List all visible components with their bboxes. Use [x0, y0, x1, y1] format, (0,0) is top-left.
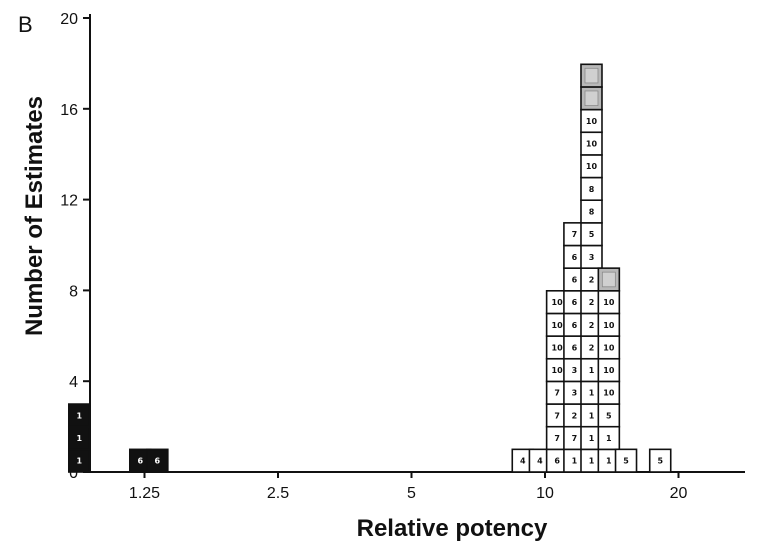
x-tick-label: 20 [670, 485, 688, 502]
histogram-cell-label: 1 [77, 457, 83, 466]
histogram-cell-label: 8 [589, 208, 595, 217]
y-tick-label: 8 [69, 283, 78, 300]
histogram-cell-label: 7 [554, 389, 560, 398]
histogram-cell-label: 10 [603, 321, 615, 330]
y-tick-label: 20 [60, 11, 78, 28]
histogram-cell-label: 10 [603, 343, 615, 352]
histogram-cell-label: 7 [554, 434, 560, 443]
histogram-cell [67, 403, 91, 428]
histogram-cell-label: 5 [606, 411, 612, 420]
x-tick-label: 1.25 [129, 485, 160, 502]
histogram-cell-label: 1 [77, 434, 83, 443]
histogram-cell-label: 8 [589, 185, 595, 194]
histogram-cell-inner [584, 90, 599, 106]
histogram-cell-label: 7 [572, 434, 578, 443]
histogram-cell-label: 2 [589, 275, 595, 284]
histogram-cell-label: 3 [572, 389, 578, 398]
x-tick-label: 5 [407, 485, 416, 502]
histogram-cell-label: 6 [554, 457, 560, 466]
histogram-cell-label: 10 [603, 366, 615, 375]
histogram-cell-label: 1 [77, 411, 83, 420]
histogram-cell-label: 7 [572, 230, 578, 239]
histogram-cell-label: 10 [552, 321, 564, 330]
histogram-cell [614, 448, 638, 473]
histogram-cell-label: 10 [603, 298, 615, 307]
histogram-cell-label: 1 [589, 434, 595, 443]
x-tick-label: 2.5 [267, 485, 289, 502]
histogram-cell-label: 6 [572, 321, 578, 330]
histogram-cell [648, 448, 672, 473]
histogram-cell-label: 10 [552, 366, 564, 375]
y-axis: 0 4 8 12 16 20 [60, 11, 91, 482]
x-tick-label: 10 [536, 485, 554, 502]
histogram-cell-inner [601, 271, 616, 288]
histogram-cell-label: 6 [572, 298, 578, 307]
histogram-cell-label: 10 [552, 298, 564, 307]
histogram-cell-label: 10 [586, 117, 598, 126]
histogram-cell-label: 2 [589, 298, 595, 307]
histogram-cell-label: 5 [623, 457, 629, 466]
histogram-cell-label: 2 [589, 343, 595, 352]
y-tick-label: 0 [69, 465, 78, 482]
histogram-cell-label: 10 [586, 162, 598, 171]
histogram-cell-label: 6 [572, 343, 578, 352]
histogram-cell-label: 4 [537, 457, 543, 466]
y-axis-title: Number of Estimates [21, 96, 48, 336]
histogram-cell-label: 6 [155, 457, 161, 466]
histogram-cell-label: 2 [572, 411, 578, 420]
histogram-cells: 1 1 1 6 6 4 4 6 7 7 7 10 10 10 10 1 7 2 3 3 6 6 6 6 6 7 1 1 1 1 1 2 2 2 2 3… [67, 63, 672, 473]
histogram-cell-label: 1 [589, 389, 595, 398]
x-axis-title: Relative potency [357, 515, 548, 542]
y-tick-label: 4 [69, 374, 78, 391]
histogram-cell-label: 6 [572, 275, 578, 284]
histogram-cell-label: 4 [520, 457, 526, 466]
histogram-cell-label: 1 [589, 411, 595, 420]
histogram-cell-label: 3 [589, 253, 595, 262]
histogram-cell [146, 448, 169, 473]
histogram-cell-label: 2 [589, 321, 595, 330]
y-tick-label: 12 [60, 193, 78, 210]
histogram-cell-label: 1 [572, 457, 578, 466]
y-tick-label: 16 [60, 102, 78, 119]
histogram-cell-label: 10 [552, 343, 564, 352]
histogram-cell-label: 1 [589, 366, 595, 375]
histogram-cell-label: 1 [589, 457, 595, 466]
histogram-cell-label: 6 [138, 457, 144, 466]
histogram-cell-label: 5 [657, 457, 663, 466]
histogram-cell-label: 1 [606, 457, 612, 466]
histogram-cell-label: 5 [589, 230, 595, 239]
histogram-cell-label: 3 [572, 366, 578, 375]
histogram-cell-label: 7 [554, 411, 560, 420]
histogram-cell-label: 6 [572, 253, 578, 262]
x-axis: 1.25 2.5 5 10 20 [90, 471, 745, 502]
histogram-cell-label: 1 [606, 434, 612, 443]
histogram-cell-label: 10 [603, 389, 615, 398]
panel-label: B [18, 12, 33, 37]
histogram-cell-inner [584, 67, 599, 84]
histogram-cell-label: 10 [586, 140, 598, 149]
